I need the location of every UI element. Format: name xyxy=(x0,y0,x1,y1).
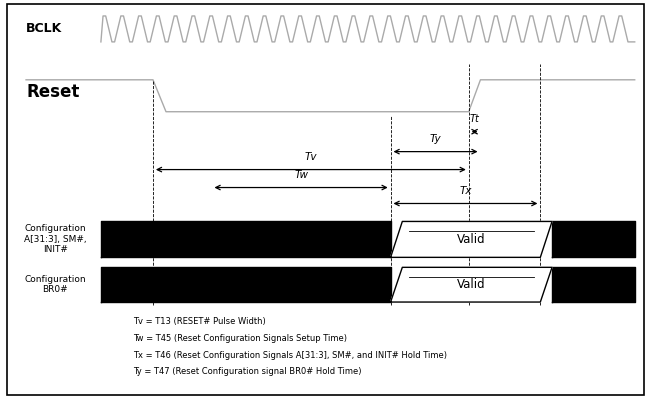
Text: Valid: Valid xyxy=(457,233,486,246)
Text: Ty = T47 (Reset Configuration signal BR0# Hold Time): Ty = T47 (Reset Configuration signal BR0… xyxy=(133,367,362,377)
Text: Tw = T45 (Reset Configuration Signals Setup Time): Tw = T45 (Reset Configuration Signals Se… xyxy=(133,334,348,343)
Text: Configuration
A[31:3], SM#,
INIT#: Configuration A[31:3], SM#, INIT# xyxy=(24,225,87,254)
Text: Ty: Ty xyxy=(430,134,441,144)
Bar xyxy=(101,221,391,257)
Text: Tw: Tw xyxy=(294,170,308,180)
Text: Tt: Tt xyxy=(469,115,480,124)
Text: Valid: Valid xyxy=(457,278,486,291)
Text: Tv = T13 (RESET# Pulse Width): Tv = T13 (RESET# Pulse Width) xyxy=(133,317,266,326)
Bar xyxy=(552,267,635,302)
Text: Tx: Tx xyxy=(459,186,472,196)
Text: Tv: Tv xyxy=(305,152,317,162)
Bar xyxy=(552,221,635,257)
Text: Reset: Reset xyxy=(26,83,79,101)
Text: Tx = T46 (Reset Configuration Signals A[31:3], SM#, and INIT# Hold Time): Tx = T46 (Reset Configuration Signals A[… xyxy=(133,351,447,360)
Text: BCLK: BCLK xyxy=(26,22,62,36)
Polygon shape xyxy=(391,221,552,257)
Polygon shape xyxy=(391,267,552,302)
Bar xyxy=(101,267,391,302)
Text: Configuration
BR0#: Configuration BR0# xyxy=(25,275,86,294)
